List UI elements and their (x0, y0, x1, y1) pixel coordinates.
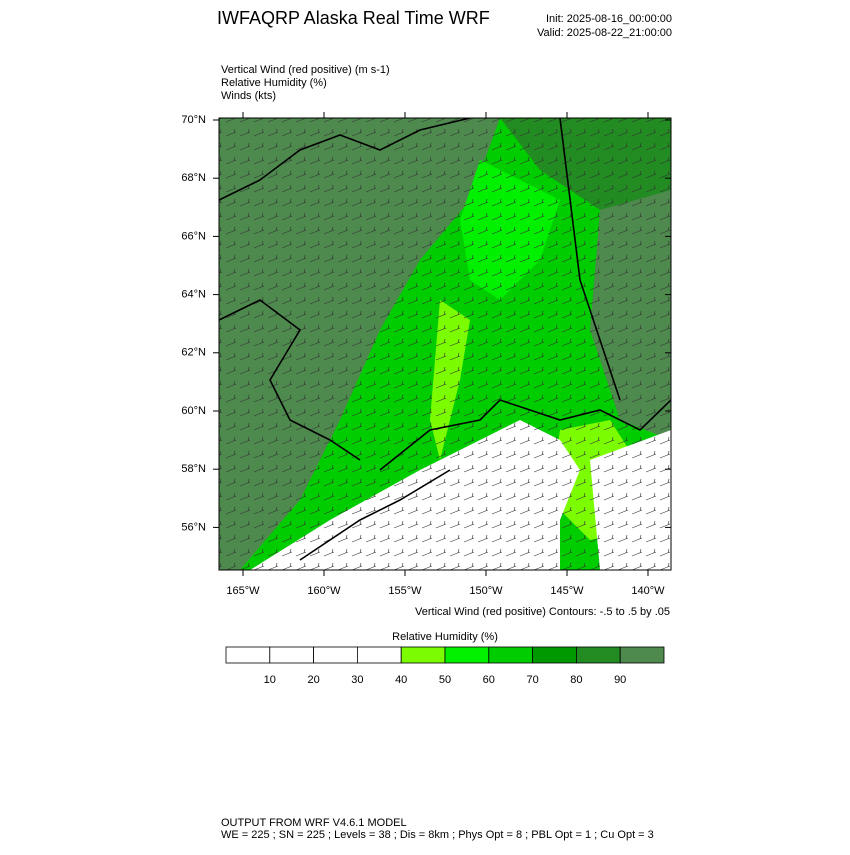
title: IWFAQRP Alaska Real Time WRF (217, 8, 490, 28)
footer-line: WE = 225 ; SN = 225 ; Levels = 38 ; Dis … (221, 829, 654, 841)
colorbar-label: 50 (439, 674, 451, 686)
coastline (219, 118, 671, 561)
colorbar: 10 20 30 40 50 60 70 80 90 (225, 646, 665, 686)
lat-label: 68°N (181, 172, 206, 184)
colorbar-box (444, 646, 490, 664)
colorbar-box (619, 646, 665, 664)
colorbar-label: 30 (351, 674, 363, 686)
field-label: Winds (kts) (221, 90, 276, 102)
colorbar-box (313, 646, 358, 664)
lon-label: 165°W (226, 585, 260, 597)
map-frame (218, 117, 672, 571)
wind-barbs (219, 118, 671, 570)
colorbar-label: 60 (483, 674, 495, 686)
colorbar-box (576, 646, 621, 664)
lat-label: 58°N (181, 463, 206, 475)
colorbar-label: 20 (307, 674, 319, 686)
colorbar-box (269, 646, 314, 664)
lon-label: 140°W (631, 585, 665, 597)
colorbar-label: 80 (570, 674, 582, 686)
lat-label: 64°N (181, 289, 206, 301)
lat-label: 60°N (181, 405, 206, 417)
lat-label: 66°N (181, 230, 206, 242)
lon-label: 145°W (550, 585, 584, 597)
lat-label: 70°N (181, 114, 206, 126)
colorbar-box (532, 646, 577, 664)
colorbar-title: Relative Humidity (%) (392, 631, 498, 643)
lon-label: 150°W (469, 585, 503, 597)
colorbar-box (225, 646, 271, 664)
field-label: Relative Humidity (%) (221, 77, 327, 89)
colorbar-label: 10 (264, 674, 276, 686)
contour-note: Vertical Wind (red positive) Contours: -… (415, 606, 670, 618)
colorbar-box (400, 646, 446, 664)
map (219, 118, 671, 570)
colorbar-box (488, 646, 533, 664)
valid-time: Valid: 2025-08-22_21:00:00 (537, 27, 672, 39)
colorbar-box (356, 646, 402, 664)
lat-label: 56°N (181, 521, 206, 533)
colorbar-label: 40 (395, 674, 407, 686)
colorbar-label: 90 (614, 674, 626, 686)
lat-label: 62°N (181, 347, 206, 359)
colorbar-label: 70 (526, 674, 538, 686)
field-label: Vertical Wind (red positive) (m s-1) (221, 64, 390, 76)
init-time: Init: 2025-08-16_00:00:00 (546, 13, 672, 25)
footer-line: OUTPUT FROM WRF V4.6.1 MODEL (221, 817, 407, 829)
lon-label: 160°W (307, 585, 341, 597)
lon-label: 155°W (388, 585, 422, 597)
map-ticks: 70°N 68°N 66°N 64°N 62°N 60°N 58°N 56°N 165°W 160… (181, 112, 671, 597)
